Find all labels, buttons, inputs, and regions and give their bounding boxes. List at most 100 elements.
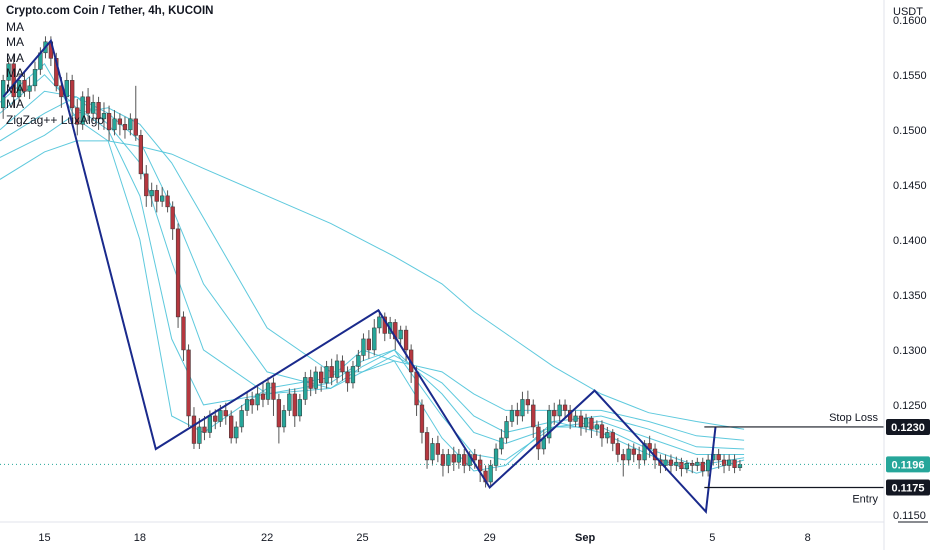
candle-body	[700, 461, 705, 472]
candle-body	[605, 432, 610, 439]
candle-body	[668, 459, 674, 466]
candle-body	[229, 415, 234, 439]
candle-body	[557, 404, 562, 417]
candle-body	[372, 327, 377, 351]
candle-body	[647, 443, 652, 450]
candle-body	[154, 190, 159, 202]
candle-body	[329, 366, 334, 378]
candle-body	[663, 459, 668, 466]
indicator-ma-2[interactable]: MA	[6, 35, 24, 49]
candle-body	[732, 459, 737, 468]
x-tick-label: 22	[261, 532, 273, 544]
x-tick-label: 25	[356, 532, 368, 544]
candle-body	[599, 424, 605, 439]
candle-body	[424, 432, 430, 461]
y-tick-label: 0.1150	[893, 510, 926, 522]
candle-body	[695, 461, 700, 466]
candle-body	[737, 464, 743, 468]
candle-body	[11, 63, 16, 98]
x-tick-label: 18	[134, 532, 146, 544]
last-price-tag	[886, 456, 930, 473]
candle-body	[398, 329, 403, 340]
candle-body	[160, 195, 165, 202]
candle-body	[493, 448, 499, 466]
currency-label: USDT	[893, 6, 923, 18]
plot-area	[0, 36, 745, 514]
candle-body	[265, 382, 271, 400]
y-tick-label: 0.1450	[893, 180, 927, 192]
candle-body	[472, 454, 477, 461]
candle-body	[122, 124, 128, 131]
candle-body	[721, 459, 727, 466]
x-tick-label: Sep	[575, 532, 595, 544]
candle-body	[578, 415, 584, 428]
indicator-ma-1[interactable]: MA	[6, 19, 24, 34]
zigzag-line	[2, 38, 717, 514]
y-tick-label: 0.1550	[893, 70, 927, 82]
entry-label: Entry	[852, 493, 878, 505]
candle-body	[281, 410, 287, 428]
candle-body	[27, 85, 32, 92]
candle-body	[223, 410, 228, 417]
candle-body	[197, 426, 202, 444]
candle-body	[456, 454, 461, 463]
candle-body	[446, 454, 451, 466]
candle-body	[191, 415, 197, 444]
x-tick-label: 8	[805, 532, 811, 544]
candle-body	[488, 465, 493, 483]
candle-body	[149, 190, 154, 197]
candle-body	[96, 102, 101, 120]
candle-body	[621, 454, 626, 461]
candle-body	[462, 454, 467, 466]
indicator-ma-6[interactable]: MA	[6, 97, 24, 111]
y-tick-label: 0.1250	[893, 400, 927, 412]
candle-body	[414, 371, 419, 406]
entry-tag-text: 0.1175	[891, 482, 924, 494]
stop-loss-label: Stop Loss	[829, 412, 878, 424]
candle-body	[80, 96, 85, 125]
ma-line-2	[0, 74, 745, 467]
candle-body	[536, 426, 541, 450]
indicator-zigzag[interactable]: ZigZag++ LuxAlgo	[6, 112, 105, 127]
candle-body	[186, 349, 191, 417]
candle-body	[181, 316, 186, 351]
candle-body	[451, 454, 456, 463]
candle-body	[583, 417, 589, 428]
symbol-title[interactable]: Crypto.com Coin / Tether, 4h, KUCOIN	[6, 5, 214, 17]
candle-body	[435, 443, 441, 455]
candle-body	[75, 107, 80, 125]
candle-body	[377, 316, 382, 329]
candle-body	[170, 206, 175, 230]
candle-body	[303, 377, 308, 400]
candle-body	[679, 461, 684, 470]
candle-body	[106, 113, 112, 131]
candle-body	[504, 421, 509, 439]
x-tick-label: 29	[484, 532, 496, 544]
candle-body	[361, 338, 366, 356]
candle-body	[345, 371, 350, 384]
indicator-ma-5[interactable]: MA	[6, 81, 24, 96]
y-tick-label: 0.1600	[893, 15, 927, 27]
candle-body	[271, 382, 276, 400]
candle-body	[499, 437, 504, 450]
candle-body	[610, 432, 615, 444]
candle-body	[276, 399, 282, 428]
candle-body	[165, 195, 170, 208]
candle-body	[255, 393, 260, 406]
candle-body	[70, 80, 75, 109]
candle-body	[589, 417, 594, 430]
candle-body	[85, 96, 91, 114]
candle-body	[213, 415, 218, 422]
candle-body	[509, 410, 515, 422]
indicator-ma-4[interactable]: MA	[6, 66, 24, 80]
candle-body	[250, 399, 255, 406]
candle-body	[403, 329, 409, 351]
candle-body	[260, 393, 266, 400]
candle-body	[6, 63, 11, 81]
ma-line-4	[0, 96, 745, 450]
candle-body	[631, 448, 636, 455]
indicator-ma-3[interactable]: MA	[6, 50, 24, 65]
y-tick-label: 0.1350	[893, 290, 927, 302]
candle-body	[313, 371, 318, 389]
